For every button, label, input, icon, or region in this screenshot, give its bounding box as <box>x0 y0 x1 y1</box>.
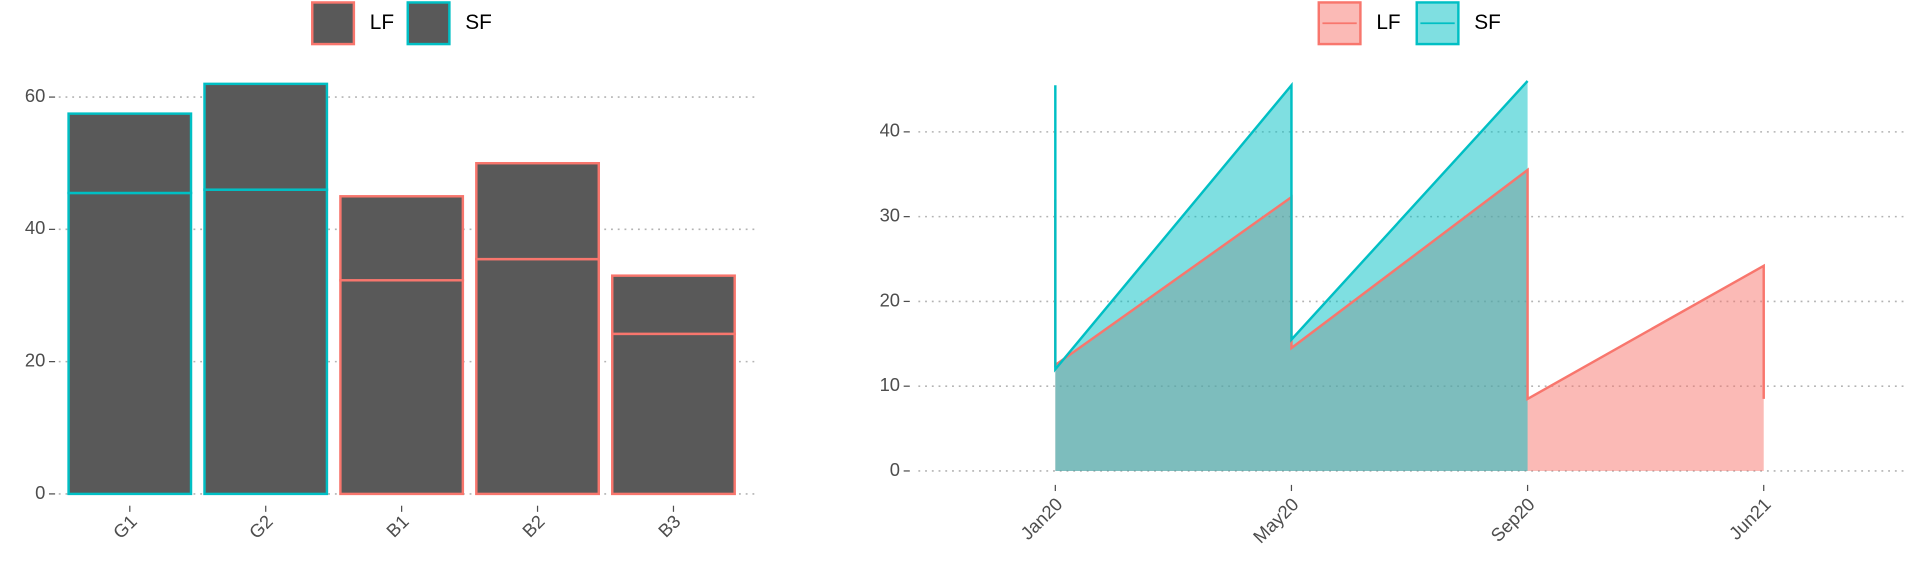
y-tick-label: 40 <box>880 120 900 141</box>
area-line <box>1054 80 1529 373</box>
bar-segment <box>67 112 193 195</box>
bar-segment <box>203 82 329 191</box>
x-tick-label: May20 <box>1249 493 1303 547</box>
x-tick-label: B2 <box>518 511 549 542</box>
y-tick-label: 0 <box>890 459 900 480</box>
x-tick-label: G1 <box>109 511 141 543</box>
y-tick-label: 60 <box>25 85 45 106</box>
legend-label: LF <box>370 11 394 34</box>
bar-segment <box>67 191 193 496</box>
legend-label: LF <box>1376 11 1400 34</box>
bar-segment <box>339 279 465 496</box>
bar-segment <box>611 332 736 496</box>
bar-segment <box>339 195 465 282</box>
y-tick-label: 30 <box>880 204 900 225</box>
bar-segment <box>611 274 736 336</box>
legend-key <box>311 1 356 46</box>
y-tick-label: 20 <box>25 349 45 370</box>
y-tick-label: 0 <box>35 482 45 503</box>
bar-segment <box>475 257 600 496</box>
x-tick-label: G2 <box>245 511 277 543</box>
x-tick-label: Jan20 <box>1016 493 1066 543</box>
x-tick-label: B3 <box>654 511 685 542</box>
x-tick-label: B1 <box>382 511 413 542</box>
y-tick-label: 40 <box>25 217 45 238</box>
y-tick-label: 10 <box>880 374 900 395</box>
legend-key <box>406 1 451 46</box>
legend-label: SF <box>1474 11 1501 34</box>
bar-segment <box>203 188 329 496</box>
bar-segment <box>475 161 600 261</box>
y-tick-label: 20 <box>880 289 900 310</box>
legend-label: SF <box>465 11 492 34</box>
area-line <box>1054 167 1765 401</box>
x-tick-label: Sep20 <box>1486 493 1538 545</box>
x-tick-label: Jun21 <box>1725 493 1775 543</box>
